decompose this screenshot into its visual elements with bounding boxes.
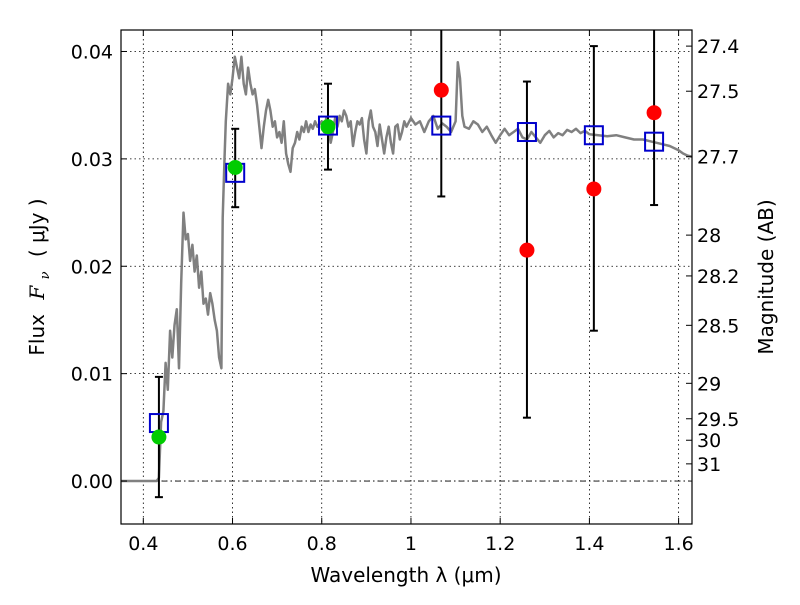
y-axis-label-symbol: F bbox=[25, 285, 49, 301]
y-tick-label: 0.01 bbox=[71, 364, 113, 386]
x-tick-label: 1.6 bbox=[664, 533, 694, 555]
y-axis-label-subscript: ν bbox=[38, 271, 53, 279]
x-tick-label: 1 bbox=[405, 533, 417, 555]
upper-limit-point bbox=[519, 242, 535, 258]
right-tick-label: 28.5 bbox=[697, 315, 739, 337]
right-tick-label: 29.5 bbox=[697, 409, 739, 431]
right-tick-label: 27.4 bbox=[697, 36, 739, 58]
right-tick-label: 28 bbox=[697, 225, 721, 247]
y-axis-label: Flux F ν ( μJy ) bbox=[25, 198, 54, 355]
spectrum-line bbox=[121, 55, 692, 483]
y-tick-label: 0.00 bbox=[71, 471, 113, 493]
error-bar bbox=[437, 30, 446, 198]
x-axis-label: Wavelength λ (μm) bbox=[310, 563, 501, 587]
right-tick-label: 30 bbox=[697, 430, 721, 452]
detection-point bbox=[151, 429, 167, 445]
y-tick-label: 0.02 bbox=[71, 256, 113, 278]
upper-limit-point bbox=[433, 82, 449, 98]
model-square-marker bbox=[431, 115, 452, 136]
y-tick-label: 0.03 bbox=[71, 149, 113, 171]
axes-frame bbox=[120, 29, 693, 525]
x-tick-label: 0.6 bbox=[217, 533, 247, 555]
right-tick-label: 28.2 bbox=[697, 266, 739, 288]
y-axis-label-prefix: Flux bbox=[25, 314, 49, 356]
y-axis-label-unit: ( μJy ) bbox=[25, 198, 49, 257]
x-tick-label: 0.4 bbox=[128, 533, 158, 555]
model-square-marker bbox=[516, 122, 537, 143]
right-axis-label: Magnitude (AB) bbox=[754, 199, 778, 354]
right-tick-label: 31 bbox=[697, 454, 721, 476]
model-square-marker bbox=[644, 131, 665, 152]
model-square-marker bbox=[583, 125, 604, 146]
y-tick-label: 0.04 bbox=[71, 41, 113, 63]
detection-point bbox=[227, 159, 243, 175]
upper-limit-point bbox=[586, 181, 602, 197]
right-tick-label: 29 bbox=[697, 373, 721, 395]
x-tick-label: 1.4 bbox=[574, 533, 604, 555]
x-tick-label: 1.2 bbox=[485, 533, 515, 555]
right-tick-label: 27.5 bbox=[697, 81, 739, 103]
model-square-marker bbox=[317, 115, 338, 136]
upper-limit-point bbox=[646, 105, 662, 121]
x-tick-label: 0.8 bbox=[307, 533, 337, 555]
right-tick-label: 27.7 bbox=[697, 147, 739, 169]
plot-area bbox=[121, 30, 692, 499]
axis-ticks: 0.4 0.6 0.8 1 1.2 1.4 1.6 0.00 0.01 0.02 0.03 0.04 2… bbox=[71, 30, 739, 555]
detection-point bbox=[320, 119, 336, 135]
